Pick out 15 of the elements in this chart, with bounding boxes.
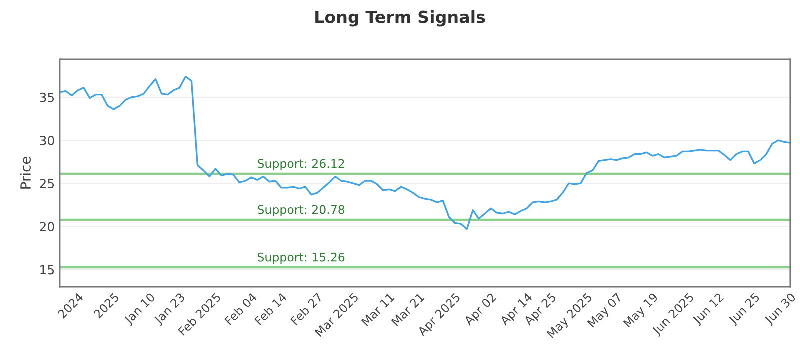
ref-line-label: Support: 15.26: [258, 252, 345, 264]
x-tick-label: Jun 25: [728, 292, 762, 327]
ref-line-label: Support: 26.12: [258, 159, 344, 170]
y-axis-title: Price: [20, 157, 31, 189]
chart-title: Long Term Signals: [316, 10, 486, 27]
x-tick-label: Apr 02: [464, 292, 498, 328]
line-series: [60, 76, 790, 230]
y-tick-label: 20: [40, 222, 54, 232]
y-tick-label: 25: [40, 179, 54, 189]
ref-line-label: Support: 20.78: [258, 205, 345, 217]
x-tick-label: Jun 30: [764, 292, 798, 327]
y-tick-label: 15: [40, 265, 54, 275]
y-tick-label: 35: [40, 92, 54, 102]
y-tick-label: 30: [40, 136, 54, 146]
x-tick-label: Feb 27: [290, 292, 324, 326]
